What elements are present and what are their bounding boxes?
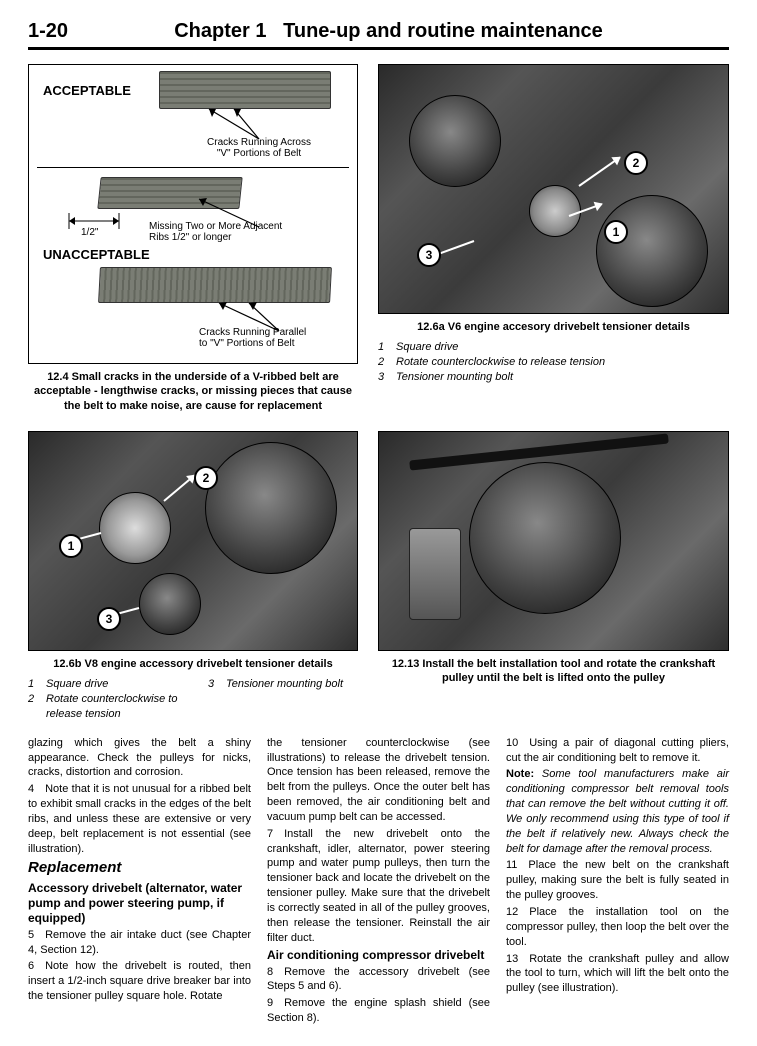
para-11: 11 Place the new belt on the crankshaft … — [506, 858, 729, 903]
photo-12-6b: 1 2 3 — [28, 431, 358, 651]
figure-12-6a: 1 2 3 12.6a V6 engine accesory drivebelt… — [378, 64, 729, 413]
caption-12-6b: 12.6b V8 engine accessory drivebelt tens… — [28, 657, 358, 671]
para-8: 8 Remove the accessory drivebelt (see St… — [267, 965, 490, 995]
label-unacceptable: UNACCEPTABLE — [43, 247, 150, 262]
legend-text: Rotate counterclockwise to release tensi… — [396, 355, 605, 370]
pointer-icon — [578, 157, 620, 187]
para-7: 7 Install the new drivebelt onto the cra… — [267, 827, 490, 946]
page-number: 1-20 — [28, 20, 68, 43]
annot-cracks-across: Cracks Running Across "V" Portions of Be… — [179, 137, 339, 159]
annot-cracks-parallel: Cracks Running Parallel to "V" Portions … — [199, 327, 349, 349]
legend-text: Tensioner mounting bolt — [226, 677, 343, 692]
chapter-label: Chapter 1 — [174, 20, 266, 42]
para-glazing: glazing which gives the belt a shiny app… — [28, 736, 251, 781]
page-header: 1-20 Chapter 1 Tune-up and routine maint… — [28, 20, 729, 50]
belt-acceptable-icon — [159, 71, 331, 109]
callout-2: 2 — [194, 466, 218, 490]
figure-row-2: 1 2 3 12.6b V8 engine accessory drivebel… — [28, 431, 729, 722]
body-text: glazing which gives the belt a shiny app… — [28, 736, 729, 1026]
legend-12-6a: 1Square drive 2Rotate counterclockwise t… — [378, 340, 729, 385]
pulley-icon — [469, 462, 621, 614]
para-9: 9 Remove the engine splash shield (see S… — [267, 996, 490, 1026]
legend-num: 1 — [28, 677, 46, 692]
para-12: 12 Place the installation tool on the co… — [506, 905, 729, 950]
annot-missing-ribs: Missing Two or More Adjacent Ribs 1/2" o… — [149, 221, 339, 243]
pulley-icon — [409, 95, 501, 187]
legend-text: Tensioner mounting bolt — [396, 370, 513, 385]
chapter-name: Tune-up and routine maintenance — [283, 20, 603, 42]
legend-text: Square drive — [396, 340, 458, 355]
figure-12-4: ACCEPTABLE Cracks Running Across "V" Por… — [28, 64, 358, 413]
callout-3: 3 — [417, 243, 441, 267]
figure-12-6b: 1 2 3 12.6b V8 engine accessory drivebel… — [28, 431, 358, 722]
label-acceptable: ACCEPTABLE — [43, 83, 131, 98]
dimension-icon — [59, 213, 139, 233]
legend-text: Square drive — [46, 677, 108, 692]
caption-12-13: 12.13 Install the belt installation tool… — [378, 657, 729, 686]
pointer-icon — [163, 474, 195, 501]
belt-diagram: ACCEPTABLE Cracks Running Across "V" Por… — [28, 64, 358, 364]
tensioner-icon — [529, 185, 581, 237]
heading-accessory: Accessory drivebelt (alternator, water p… — [28, 881, 251, 926]
para-5: 5 Remove the air intake duct (see Chapte… — [28, 928, 251, 958]
caption-12-4: 12.4 Small cracks in the underside of a … — [28, 370, 358, 413]
callout-1: 1 — [59, 534, 83, 558]
legend-num: 3 — [378, 370, 396, 385]
tool-icon — [409, 528, 461, 620]
heading-ac: Air conditioning compressor drivebelt — [267, 948, 490, 963]
legend-num: 3 — [208, 677, 226, 692]
caption-12-6a: 12.6a V6 engine accesory drivebelt tensi… — [378, 320, 729, 334]
legend-12-6b: 1Square drive 2Rotate counterclockwise t… — [28, 677, 358, 722]
para-6: 6 Note how the drivebelt is routed, then… — [28, 959, 251, 1004]
pulley-icon — [205, 442, 337, 574]
callout-2: 2 — [624, 151, 648, 175]
dim-half-inch: 1/2" — [81, 227, 98, 238]
figure-row-1: ACCEPTABLE Cracks Running Across "V" Por… — [28, 64, 729, 413]
legend-num: 2 — [378, 355, 396, 370]
figure-12-13: 12.13 Install the belt installation tool… — [378, 431, 729, 722]
para-4: 4 Note that it is not unusual for a ribb… — [28, 782, 251, 856]
pulley-icon — [139, 573, 201, 635]
para-13: 13 Rotate the crankshaft pulley and allo… — [506, 952, 729, 997]
tensioner-icon — [99, 492, 171, 564]
pulley-icon — [596, 195, 708, 307]
heading-replacement: Replacement — [28, 858, 251, 878]
para-6-cont: the tensioner counterclockwise (see illu… — [267, 736, 490, 825]
photo-12-13 — [378, 431, 729, 651]
chapter-title: Chapter 1 Tune-up and routine maintenanc… — [108, 20, 729, 43]
divider-icon — [37, 167, 349, 168]
note-text: Some tool manufacturers make air conditi… — [506, 768, 729, 854]
legend-num: 2 — [28, 692, 46, 722]
photo-12-6a: 1 2 3 — [378, 64, 729, 314]
para-10: 10 Using a pair of diagonal cutting plie… — [506, 736, 729, 766]
para-note: Note: Some tool manufacturers make air c… — [506, 767, 729, 856]
callout-3: 3 — [97, 607, 121, 631]
legend-num: 1 — [378, 340, 396, 355]
callout-1: 1 — [604, 220, 628, 244]
legend-text: Rotate counterclockwise to release tensi… — [46, 692, 178, 722]
